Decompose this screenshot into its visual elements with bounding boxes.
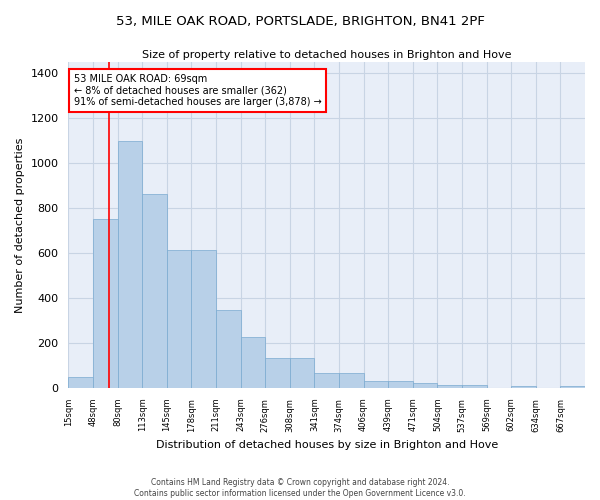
Bar	[191, 250, 216, 388]
Bar	[142, 194, 167, 388]
Text: 53 MILE OAK ROAD: 69sqm
← 8% of detached houses are smaller (362)
91% of semi-de: 53 MILE OAK ROAD: 69sqm ← 8% of detached…	[74, 74, 322, 107]
Bar	[364, 381, 388, 388]
Y-axis label: Number of detached properties: Number of detached properties	[15, 138, 25, 312]
Bar	[290, 358, 314, 388]
Bar	[388, 381, 413, 388]
Bar	[265, 358, 290, 388]
Bar	[93, 220, 118, 388]
Bar	[118, 141, 142, 388]
Text: Contains HM Land Registry data © Crown copyright and database right 2024.
Contai: Contains HM Land Registry data © Crown c…	[134, 478, 466, 498]
Bar	[339, 374, 364, 388]
Bar	[511, 386, 536, 388]
Bar	[68, 376, 93, 388]
Bar	[462, 384, 487, 388]
Bar	[413, 384, 437, 388]
Title: Size of property relative to detached houses in Brighton and Hove: Size of property relative to detached ho…	[142, 50, 511, 60]
Bar	[560, 386, 585, 388]
Text: 53, MILE OAK ROAD, PORTSLADE, BRIGHTON, BN41 2PF: 53, MILE OAK ROAD, PORTSLADE, BRIGHTON, …	[116, 15, 484, 28]
Bar	[241, 338, 265, 388]
Bar	[437, 384, 462, 388]
X-axis label: Distribution of detached houses by size in Brighton and Hove: Distribution of detached houses by size …	[155, 440, 498, 450]
Bar	[167, 250, 191, 388]
Bar	[216, 310, 241, 388]
Bar	[314, 374, 339, 388]
